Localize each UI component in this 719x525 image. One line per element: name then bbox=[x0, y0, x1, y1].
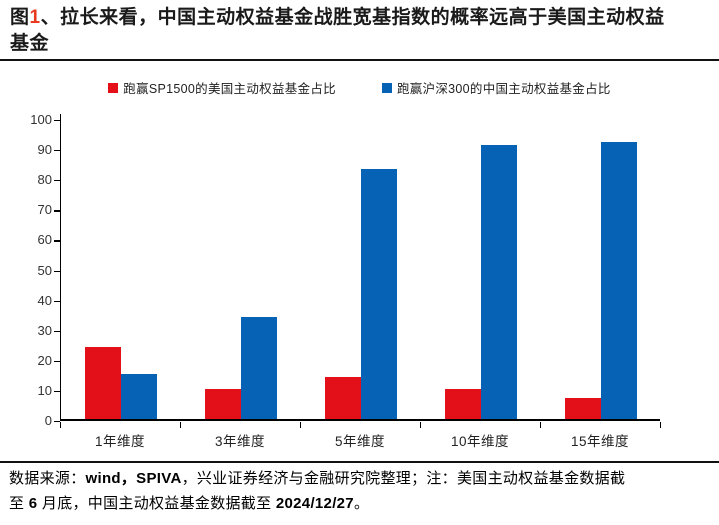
source-note-segment: ，兴业证券经济与金融研究院整理；注：美国主动权益基金数据截 bbox=[181, 470, 626, 487]
us-fund-bar-10年维度 bbox=[445, 388, 481, 419]
chart-legend: 跑赢SP1500的美国主动权益基金占比 跑赢沪深300的中国主动权益基金占比 bbox=[0, 78, 719, 97]
title-divider bbox=[0, 59, 719, 61]
y-axis-tick bbox=[54, 150, 60, 152]
x-axis-tick bbox=[420, 422, 422, 428]
us-fund-bar-5年维度 bbox=[325, 376, 361, 419]
plot-area bbox=[60, 114, 660, 421]
figure-title: 图1、拉长来看，中国主动权益基金战胜宽基指数的概率远高于美国主动权益基金 bbox=[10, 5, 709, 57]
figure-number: 1 bbox=[29, 7, 41, 28]
legend-item-0: 跑赢SP1500的美国主动权益基金占比 bbox=[108, 78, 336, 97]
y-axis-tick bbox=[54, 360, 60, 363]
source-note-line: 至 6 月底，中国主动权益基金数据截至 2024/12/27。 bbox=[9, 491, 713, 516]
china-fund-bar-1年维度 bbox=[121, 373, 157, 419]
y-axis-tick-label: 90 bbox=[37, 142, 52, 158]
source-note-segment: 2024/12/27 bbox=[275, 495, 354, 512]
y-axis-tick bbox=[54, 300, 60, 302]
legend-label: 跑赢沪深300的中国主动权益基金占比 bbox=[396, 82, 611, 96]
y-axis-tick-label: 0 bbox=[44, 413, 52, 428]
source-note-segment: 6 bbox=[28, 495, 38, 512]
china-fund-bar-3年维度 bbox=[241, 316, 277, 419]
y-axis-tick bbox=[54, 421, 60, 423]
us-fund-bar-3年维度 bbox=[205, 388, 241, 419]
figure-title-line2: 基金 bbox=[10, 33, 50, 54]
x-axis-category-label: 1年维度 bbox=[94, 434, 145, 449]
source-note-segment: wind，SPIVA bbox=[85, 470, 182, 487]
x-axis-tick bbox=[660, 422, 662, 428]
y-axis-tick bbox=[54, 120, 60, 122]
x-axis-tick bbox=[540, 422, 542, 428]
legend-swatch-icon bbox=[108, 82, 119, 93]
legend-item-1: 跑赢沪深300的中国主动权益基金占比 bbox=[381, 78, 611, 97]
y-axis-tick bbox=[54, 210, 60, 212]
china-fund-bar-15年维度 bbox=[601, 142, 637, 419]
china-fund-bar-10年维度 bbox=[481, 145, 517, 419]
bar-chart: 跑赢SP1500的美国主动权益基金占比 跑赢沪深300的中国主动权益基金占比 0 1… bbox=[0, 78, 719, 449]
x-axis-tick bbox=[180, 422, 182, 428]
x-axis-category-label: 5年维度 bbox=[334, 434, 385, 449]
x-axis-tick bbox=[60, 422, 62, 428]
y-axis-tick bbox=[54, 180, 60, 182]
source-note-segment: 至 bbox=[9, 495, 29, 512]
y-axis-tick-label: 60 bbox=[37, 232, 52, 248]
y-axis-tick bbox=[54, 240, 60, 242]
y-axis-tick-label: 40 bbox=[37, 292, 52, 308]
source-note-segment: 数据来源： bbox=[9, 470, 86, 487]
us-fund-bar-15年维度 bbox=[565, 397, 601, 419]
y-axis-tick-label: 80 bbox=[37, 172, 52, 188]
china-fund-bar-5年维度 bbox=[361, 169, 397, 419]
y-axis-tick-label: 100 bbox=[30, 112, 52, 127]
x-axis-tick bbox=[300, 422, 302, 428]
y-axis-tick-label: 50 bbox=[37, 262, 52, 278]
figure-title-prefix: 图 bbox=[10, 7, 30, 28]
source-note-segment: 月底，中国主动权益基金数据截至 bbox=[37, 495, 276, 512]
x-axis-category-label: 15年维度 bbox=[570, 434, 630, 449]
figure-title-text: 、拉长来看，中国主动权益基金战胜宽基指数的概率远高于美国主动权益 bbox=[40, 7, 665, 28]
legend-label: 跑赢SP1500的美国主动权益基金占比 bbox=[123, 82, 336, 96]
legend-swatch-icon bbox=[381, 82, 392, 93]
y-axis-tick-label: 10 bbox=[37, 382, 52, 398]
y-axis-tick-label: 70 bbox=[37, 202, 52, 218]
y-axis-tick-label: 30 bbox=[37, 322, 52, 338]
y-axis-tick bbox=[54, 390, 60, 393]
y-axis-tick bbox=[54, 270, 60, 272]
x-axis-category-label: 10年维度 bbox=[450, 434, 510, 449]
x-axis-category-label: 3年维度 bbox=[214, 434, 265, 449]
footer-divider bbox=[0, 461, 719, 463]
source-note-line: 数据来源：wind，SPIVA，兴业证券经济与金融研究院整理；注：美国主动权益基… bbox=[9, 466, 713, 491]
y-axis-tick-label: 20 bbox=[37, 352, 52, 368]
source-note-segment: 。 bbox=[353, 495, 370, 512]
y-axis-tick bbox=[54, 330, 60, 332]
us-fund-bar-1年维度 bbox=[85, 346, 121, 419]
source-note: 数据来源：wind，SPIVA，兴业证券经济与金融研究院整理；注：美国主动权益基… bbox=[9, 466, 713, 516]
